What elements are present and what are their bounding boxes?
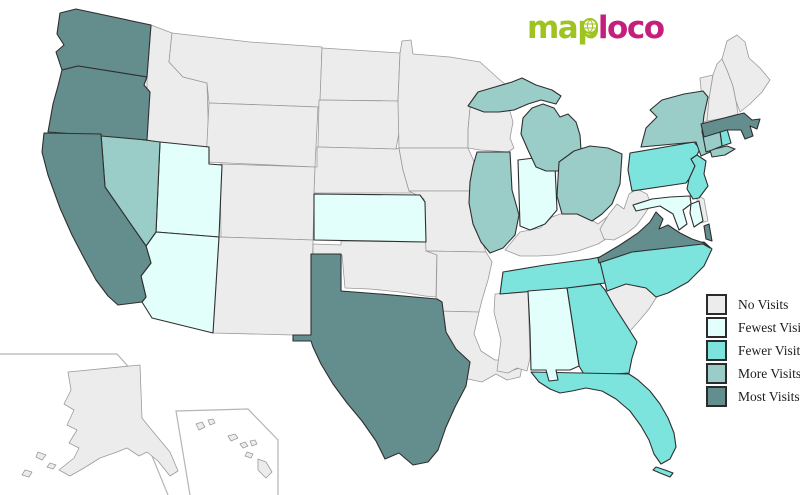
state-massachusetts[interactable] — [700, 112, 761, 140]
state-west-virginia[interactable] — [599, 188, 652, 241]
state-california[interactable] — [41, 132, 152, 306]
state-mississippi[interactable] — [493, 290, 531, 374]
legend: No Visits Fewest Visits Fewer Visits Mor… — [706, 293, 800, 408]
state-virginia[interactable] — [597, 211, 713, 264]
state-arizona[interactable] — [140, 231, 220, 334]
state-new-york[interactable] — [640, 90, 736, 158]
legend-swatch-fewer-visits — [706, 340, 727, 361]
state-new-jersey[interactable] — [686, 154, 709, 200]
state-texas[interactable] — [292, 253, 471, 466]
state-maryland[interactable] — [632, 195, 704, 231]
state-maine[interactable] — [721, 34, 771, 113]
state-alabama[interactable] — [527, 287, 580, 382]
legend-item-fewer-visits: Fewer Visits — [706, 339, 800, 362]
state-ohio[interactable] — [556, 145, 623, 222]
state-kansas[interactable] — [313, 193, 427, 243]
state-hawaii[interactable] — [195, 418, 273, 479]
state-washington[interactable] — [55, 8, 152, 78]
legend-label: More Visits — [738, 365, 800, 381]
logo-map-text: map — [527, 10, 599, 46]
state-iowa[interactable] — [398, 147, 477, 192]
legend-item-fewest-visits: Fewest Visits — [706, 316, 800, 339]
state-michigan[interactable] — [467, 77, 582, 172]
legend-label: No Visits — [738, 296, 789, 312]
legend-swatch-no-visits — [706, 294, 727, 315]
maploco-logo: map loco — [527, 10, 665, 54]
state-oregon[interactable] — [47, 65, 151, 141]
state-florida[interactable] — [530, 371, 677, 478]
legend-swatch-fewest-visits — [706, 317, 727, 338]
logo-loco-text: loco — [597, 10, 665, 46]
state-colorado[interactable] — [219, 163, 316, 241]
legend-swatch-most-visits — [706, 386, 727, 407]
legend-label: Fewest Visits — [738, 319, 800, 335]
legend-item-most-visits: Most Visits — [706, 385, 800, 408]
legend-item-more-visits: More Visits — [706, 362, 800, 385]
state-alaska[interactable] — [21, 364, 179, 478]
globe-icon — [581, 18, 598, 34]
state-illinois[interactable] — [468, 151, 520, 254]
state-wyoming[interactable] — [205, 102, 319, 168]
state-north-dakota[interactable] — [319, 47, 401, 102]
state-arkansas[interactable] — [425, 250, 493, 313]
legend-item-no-visits: No Visits — [706, 293, 800, 316]
legend-swatch-more-visits — [706, 363, 727, 384]
state-new-mexico[interactable] — [212, 236, 314, 342]
legend-label: Fewer Visits — [738, 342, 800, 358]
hawaii-inset-frame — [175, 408, 279, 495]
legend-label: Most Visits — [738, 388, 800, 404]
state-south-dakota[interactable] — [317, 99, 402, 150]
